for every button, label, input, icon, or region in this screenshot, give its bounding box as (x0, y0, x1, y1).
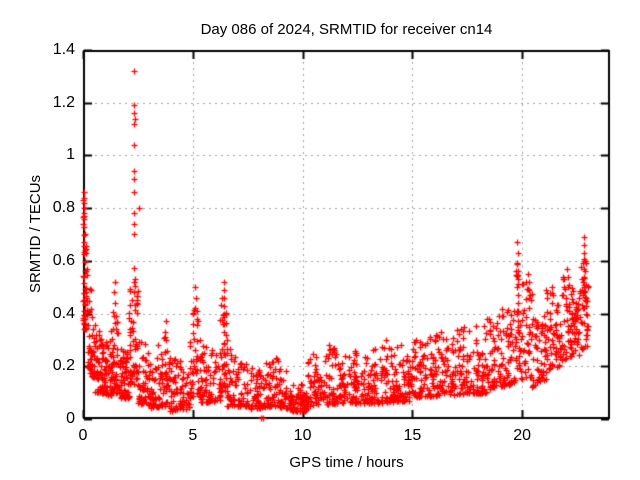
y-tick-label: 1.2 (52, 93, 75, 111)
x-tick-label: 20 (513, 427, 532, 444)
x-tick-label: 15 (403, 427, 422, 444)
x-axis-label: GPS time / hours (289, 454, 404, 471)
x-tick-label: 5 (188, 427, 198, 444)
y-axis-label: SRMTID / TECUs (27, 174, 44, 294)
y-tick-label: 0.4 (52, 304, 75, 322)
chart-title: Day 086 of 2024, SRMTID for receiver cn1… (200, 21, 493, 38)
y-tick-label: 0.8 (52, 199, 75, 217)
y-tick-label: 0.6 (52, 251, 75, 269)
y-tick-label: 1.4 (52, 41, 75, 58)
x-tick-label: 10 (293, 427, 312, 444)
x-tick-label: 0 (78, 427, 88, 444)
y-tick-label: 1 (66, 146, 75, 164)
y-tick-label: 0.2 (52, 357, 75, 375)
y-tick-label: 0 (66, 410, 75, 427)
